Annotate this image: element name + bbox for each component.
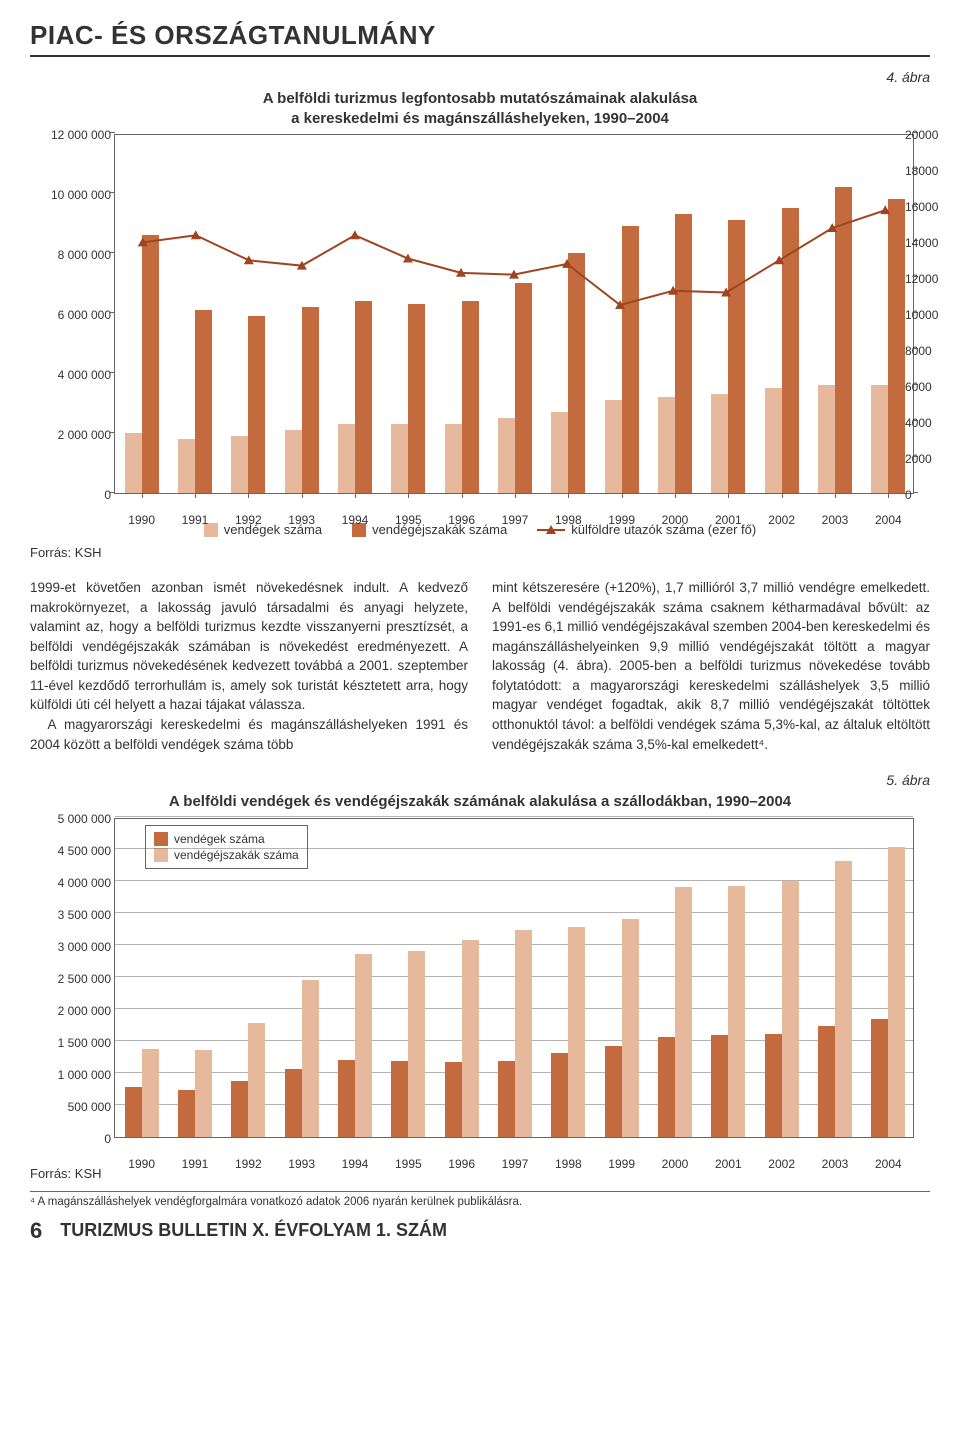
paragraph: 1999-et követően azonban ismét növekedés… <box>30 578 468 715</box>
footnote: ⁴ A magánszálláshelyek vendégforgalmára … <box>30 1191 930 1208</box>
legend-swatch <box>154 848 168 862</box>
body-col-left: 1999-et követően azonban ismét növekedés… <box>30 578 468 754</box>
body-col-right: mint kétszeresére (+120%), 1,7 millióról… <box>492 578 930 754</box>
paragraph: A magyarországi kereskedelmi és magánszá… <box>30 715 468 754</box>
legend-label: vendégéjszakák száma <box>174 848 299 862</box>
body-columns: 1999-et követően azonban ismét növekedés… <box>30 578 930 754</box>
fig4-label: 4. ábra <box>30 69 930 85</box>
fig4-title: A belföldi turizmus legfontosabb mutatós… <box>30 89 930 128</box>
fig4-frame: 02 000 0004 000 0006 000 0008 000 00010 … <box>40 134 920 494</box>
fig4-title-l2: a kereskedelmi és magánszálláshelyeken, … <box>291 110 669 127</box>
legend-swatch <box>154 832 168 846</box>
page-footer: 6 TURIZMUS BULLETIN X. ÉVFOLYAM 1. SZÁM <box>30 1218 930 1244</box>
fig5-label: 5. ábra <box>30 772 930 788</box>
fig5-plot: vendégek száma vendégéjszakák száma 0500… <box>114 818 914 1138</box>
fig5-legend-bar2: vendégéjszakák száma <box>154 848 299 862</box>
fig5-legend-bar1: vendégek száma <box>154 832 299 846</box>
fig4-source: Forrás: KSH <box>30 545 930 560</box>
legend-label: vendégek száma <box>174 832 265 846</box>
footer-text: TURIZMUS BULLETIN X. ÉVFOLYAM 1. SZÁM <box>60 1220 447 1241</box>
fig5-frame: vendégek száma vendégéjszakák száma 0500… <box>40 818 920 1138</box>
fig4-plot: 02 000 0004 000 0006 000 0008 000 00010 … <box>114 134 914 494</box>
fig5-legend-box: vendégek száma vendégéjszakák száma <box>145 825 308 869</box>
fig4-title-l1: A belföldi turizmus legfontosabb mutatós… <box>263 90 698 107</box>
paragraph: mint kétszeresére (+120%), 1,7 millióról… <box>492 578 930 754</box>
section-title: PIAC- ÉS ORSZÁGTANULMÁNY <box>30 20 930 57</box>
legend-label: vendégéjszakák száma <box>372 522 507 537</box>
fig4-legend-bar2: vendégéjszakák száma <box>352 522 507 537</box>
fig5-title: A belföldi vendégek és vendégéjszakák sz… <box>30 792 930 812</box>
page-number: 6 <box>30 1218 42 1244</box>
